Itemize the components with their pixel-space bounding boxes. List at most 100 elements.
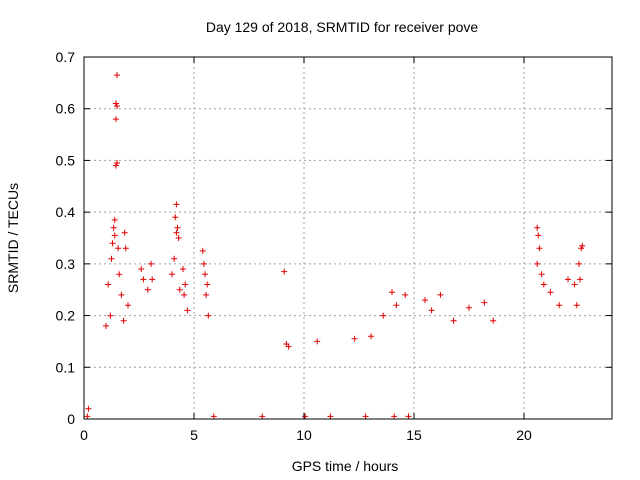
data-point [172, 214, 179, 221]
data-point [534, 224, 541, 231]
data-point [490, 317, 497, 324]
data-point [173, 201, 180, 208]
gridlines [84, 57, 612, 419]
data-point [391, 413, 398, 420]
data-point [466, 304, 472, 311]
data-point [405, 413, 412, 420]
data-point [115, 245, 122, 252]
data-point [111, 216, 118, 223]
data-point [285, 343, 292, 350]
y-axis-title: SRMTID / TECUs [5, 183, 21, 293]
y-tick-label: 0.4 [56, 204, 76, 220]
data-point [202, 271, 208, 278]
data-point [540, 281, 547, 288]
data-point [327, 413, 334, 420]
data-point [116, 271, 123, 278]
data-point [120, 317, 127, 324]
y-tick-label: 0.5 [56, 152, 76, 168]
data-point [450, 317, 457, 324]
y-tick-label: 0.2 [56, 308, 76, 324]
x-tick-label: 20 [516, 427, 532, 443]
data-point [144, 286, 151, 293]
data-point [85, 405, 92, 412]
data-point [534, 260, 541, 267]
x-tick-label: 10 [296, 427, 312, 443]
data-point [481, 299, 488, 306]
data-point [422, 297, 428, 304]
data-point [114, 103, 120, 110]
data-point [389, 289, 395, 296]
data-point [125, 302, 131, 309]
data-point [259, 413, 266, 420]
data-point [368, 333, 375, 340]
data-point [112, 162, 119, 169]
data-point [138, 266, 145, 272]
data-point [121, 229, 128, 236]
data-point [210, 413, 217, 420]
data-point [140, 276, 147, 283]
y-tick-label: 0.1 [56, 359, 76, 375]
data-point [169, 271, 175, 278]
data-point [576, 260, 582, 267]
plot-frame [83, 56, 613, 420]
data-point [302, 413, 309, 420]
data-point [573, 302, 580, 309]
data-point [205, 312, 212, 319]
data-point [174, 224, 181, 231]
data-point [112, 116, 119, 123]
data-point [181, 291, 188, 298]
data-point [393, 302, 400, 309]
data-point [579, 242, 586, 249]
data-point [103, 322, 109, 329]
data-point [204, 281, 211, 288]
data-point [118, 291, 125, 298]
data-point [362, 413, 369, 420]
data-point [535, 232, 542, 239]
y-tick-label: 0.3 [56, 256, 76, 272]
data-point [114, 160, 120, 166]
axis-ticks [83, 56, 612, 420]
data-point [84, 413, 91, 420]
data-point [203, 291, 210, 298]
data-point [149, 276, 156, 283]
data-point [200, 260, 207, 267]
data-point [547, 289, 554, 296]
data-point [171, 255, 178, 262]
data-point [182, 281, 189, 288]
data-point [184, 307, 191, 314]
data-point [173, 229, 180, 236]
data-point [176, 286, 183, 293]
data-point [107, 312, 114, 319]
x-axis-title: GPS time / hours [292, 458, 399, 474]
x-tick-label: 15 [406, 427, 422, 443]
data-point [110, 224, 117, 231]
data-point [111, 232, 118, 239]
data-point [148, 260, 155, 267]
data-point [437, 291, 444, 298]
y-tick-label: 0.6 [56, 101, 76, 117]
y-tick-label: 0 [67, 411, 75, 427]
data-point [112, 100, 119, 107]
data-point [180, 266, 186, 272]
data-point [565, 276, 571, 283]
data-point [577, 276, 584, 283]
x-tick-label: 5 [190, 427, 198, 443]
data-point [380, 312, 387, 319]
data-point [175, 235, 182, 241]
data-point [428, 307, 435, 314]
data-point [109, 240, 116, 247]
data-point [114, 72, 120, 79]
data-point [402, 291, 409, 298]
tick-labels: 0 0.1 0.2 0.3 0.4 0.5 0.6 0.7 0 5 10 15 20 [56, 49, 532, 443]
data-point [536, 245, 543, 252]
data-point [122, 245, 129, 252]
chart-title: Day 129 of 2018, SRMTID for receiver pov… [206, 19, 479, 35]
data-point [571, 281, 578, 288]
y-tick-label: 0.7 [56, 49, 76, 65]
data-point [351, 335, 358, 342]
data-point [108, 255, 115, 262]
data-points [84, 72, 586, 420]
data-point [281, 268, 288, 275]
data-point [105, 281, 112, 288]
